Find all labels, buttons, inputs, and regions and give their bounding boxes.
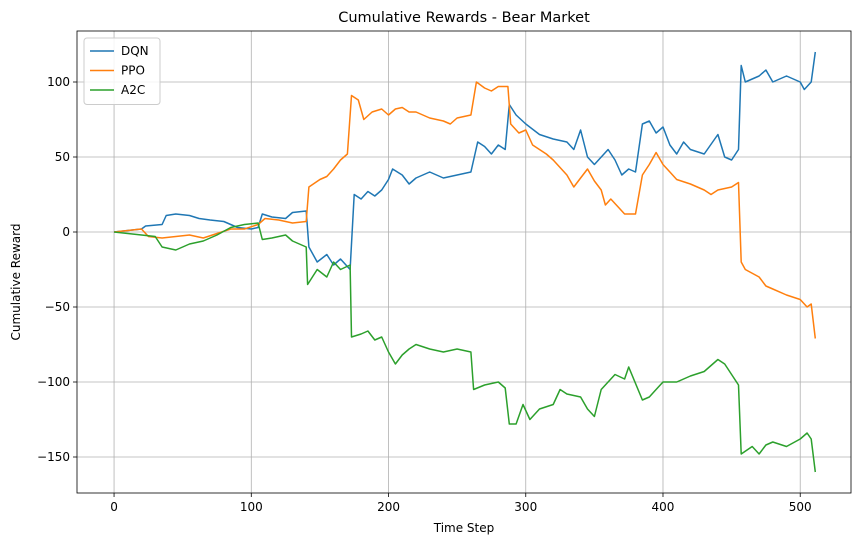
- legend-label-a2c: A2C: [121, 83, 145, 97]
- x-tick-label: 0: [110, 500, 118, 514]
- series-line-ppo: [114, 81, 817, 339]
- legend-label-dqn: DQN: [121, 44, 149, 58]
- y-tick-label: −50: [45, 300, 70, 314]
- y-tick-label: 100: [47, 75, 70, 89]
- legend-label-ppo: PPO: [121, 64, 145, 78]
- legend-box: [83, 37, 161, 105]
- grid: [77, 31, 851, 493]
- series-line-dqn: [114, 51, 817, 271]
- x-axis-label: Time Step: [433, 521, 495, 535]
- series-lines: [114, 51, 817, 473]
- axis-ticks: 0 100 200 300 400 500 −150 −100 −50 0 50 100: [37, 75, 812, 514]
- series-line-a2c: [114, 222, 817, 473]
- x-tick-label: 200: [377, 500, 400, 514]
- x-tick-label: 300: [514, 500, 537, 514]
- y-tick-label: 50: [55, 150, 70, 164]
- y-tick-label: −150: [37, 450, 70, 464]
- x-tick-label: 500: [789, 500, 812, 514]
- plot-frame: [76, 30, 852, 494]
- chart-title: Cumulative Rewards - Bear Market: [338, 10, 590, 26]
- legend: DQN PPO A2C: [83, 37, 161, 105]
- y-axis-label: Cumulative Reward: [9, 224, 23, 341]
- x-tick-label: 100: [240, 500, 263, 514]
- y-tick-label: 0: [62, 225, 70, 239]
- y-tick-label: −100: [37, 375, 70, 389]
- x-tick-label: 400: [652, 500, 675, 514]
